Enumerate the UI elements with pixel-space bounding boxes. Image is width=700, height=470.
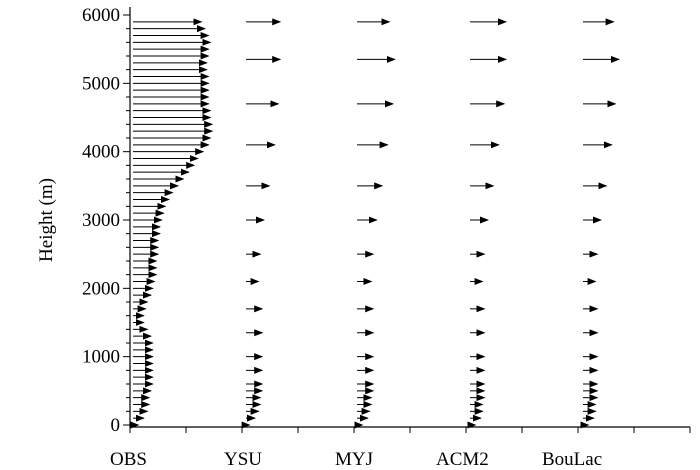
panel-label-ysu: YSU xyxy=(224,449,262,470)
y-axis-label: Height (m) xyxy=(36,178,57,262)
y-tick-label: 6000 xyxy=(82,5,120,26)
panel-obs xyxy=(130,18,214,429)
panel-label-acm2: ACM2 xyxy=(436,449,489,470)
panel-boulac xyxy=(580,18,620,429)
y-tick-label: 2000 xyxy=(82,278,120,299)
axis-labels: 0 1000 2000 3000 4000 5000 6000 Height (m) OBS YS… xyxy=(36,5,602,470)
panel-label-boulac: BouLac xyxy=(542,449,602,470)
y-tick-label: 1000 xyxy=(82,347,120,368)
panel-label-obs: OBS xyxy=(110,449,147,470)
panel-acm2 xyxy=(467,18,507,429)
panel-label-myj: MYJ xyxy=(335,449,373,470)
axes xyxy=(123,7,691,433)
panel-myj xyxy=(354,18,396,429)
y-tick-label: 4000 xyxy=(82,142,120,163)
y-tick-label: 5000 xyxy=(82,73,120,94)
y-tick-label: 0 xyxy=(111,415,121,436)
panel-ysu xyxy=(241,18,282,429)
y-tick-label: 3000 xyxy=(82,210,120,231)
wind-arrows xyxy=(130,18,620,429)
